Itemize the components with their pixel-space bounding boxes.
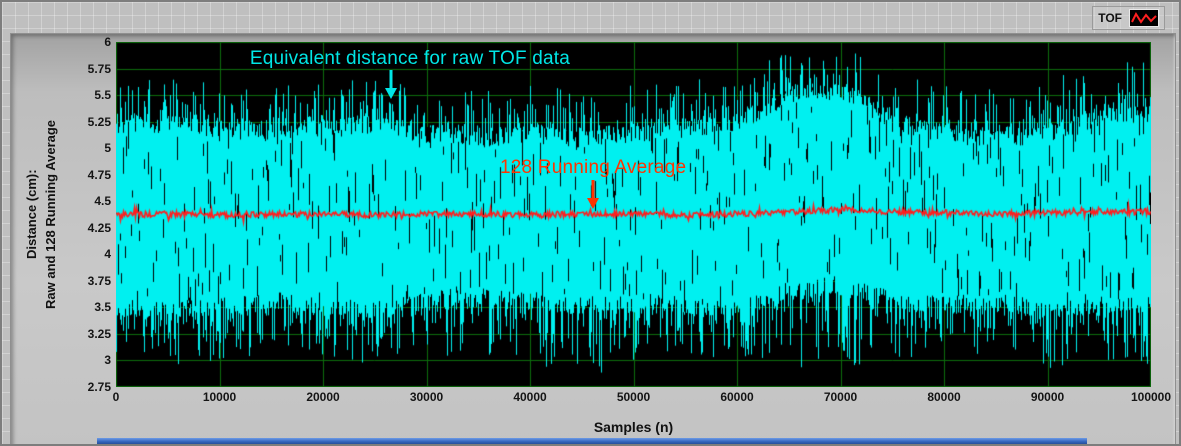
x-tick-label: 90000 xyxy=(1030,390,1065,404)
x-tick-label: 60000 xyxy=(720,390,754,404)
x-tick-label: 30000 xyxy=(409,390,444,404)
x-tick-label: 20000 xyxy=(306,390,340,404)
x-tick-label: 50000 xyxy=(616,390,651,404)
y-tick-label: 5.75 xyxy=(87,61,111,76)
x-axis-label: Samples (n) xyxy=(593,419,674,435)
plot-legend-label: TOF xyxy=(1098,11,1122,25)
y-axis-label: Distance (cm): Raw and 128 Running Avera… xyxy=(23,42,61,387)
red-down-arrow-icon xyxy=(587,179,600,209)
annotation-running-average: 128 Running Average xyxy=(500,157,686,179)
window-edge-bar xyxy=(97,438,1087,444)
x-tick-label: 10000 xyxy=(202,390,237,404)
cyan-down-arrow-icon xyxy=(385,70,398,100)
y-tick-label: 5.5 xyxy=(94,88,111,103)
y-tick-label: 6 xyxy=(104,35,111,49)
x-tick-label: 0 xyxy=(112,390,120,404)
y-tick-label: 3 xyxy=(104,353,111,368)
plot-legend[interactable]: TOF xyxy=(1092,6,1165,30)
y-tick-label: 3.75 xyxy=(87,273,111,288)
annotation-raw-tof: Equivalent distance for raw TOF data xyxy=(250,48,570,70)
y-tick-label: 4.75 xyxy=(87,167,111,182)
x-tick-label: 70000 xyxy=(823,390,858,404)
annotation-running-average-text: 128 Running Average xyxy=(500,157,687,179)
annotation-raw-tof-text: Equivalent distance for raw TOF data xyxy=(249,47,571,69)
waveform-chart-canvas[interactable] xyxy=(116,42,1151,387)
y-axis-label-line1: Distance (cm): xyxy=(24,169,39,260)
plot-area[interactable]: Equivalent distance for raw TOF data 128… xyxy=(116,42,1151,387)
y-tick-label: 5 xyxy=(104,141,111,156)
y-tick-label: 3.5 xyxy=(94,300,111,315)
y-tick-label: 2.75 xyxy=(87,380,111,394)
y-tick-label: 5.25 xyxy=(87,114,111,129)
chart-panel: Distance (cm): Raw and 128 Running Avera… xyxy=(10,33,1176,444)
x-tick-label: 100000 xyxy=(1130,390,1172,404)
y-axis-ticks: 6 5.75 5.5 5.25 5 4.75 4.5 4.25 4 3.75 3.5 3.25 3 2.7… xyxy=(67,35,113,394)
x-axis-ticks: 0 10000 20000 30000 40000 50000 60000 70000 8000… xyxy=(112,390,1171,406)
y-tick-label: 4.5 xyxy=(94,194,111,209)
x-tick-label: 80000 xyxy=(927,390,961,404)
y-tick-label: 4 xyxy=(104,247,111,262)
x-tick-label: 40000 xyxy=(513,390,547,404)
y-axis-label-line2: Raw and 128 Running Average xyxy=(42,119,58,310)
waveform-legend-icon[interactable] xyxy=(1129,9,1159,27)
y-tick-label: 3.25 xyxy=(87,326,111,341)
y-tick-label: 4.25 xyxy=(87,220,111,235)
